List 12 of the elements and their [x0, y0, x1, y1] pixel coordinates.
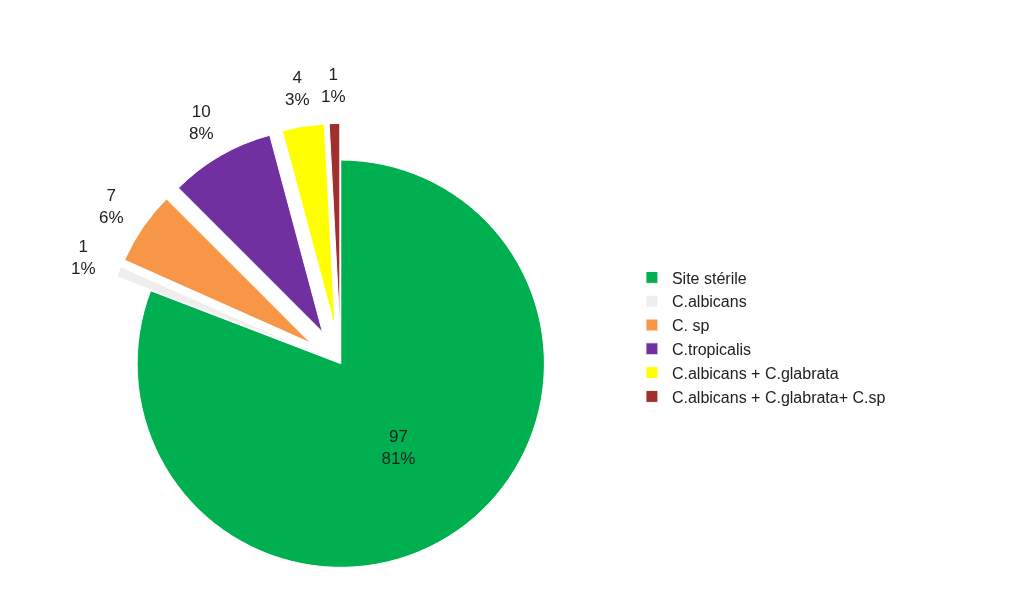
- legend-label: C.albicans + C.glabrata: [671, 364, 839, 382]
- legend-label: C.tropicalis: [671, 341, 752, 359]
- data-label: 4 3%: [285, 68, 310, 110]
- legend-label: C.albicans: [671, 293, 747, 311]
- legend-label: Site stérile: [671, 269, 747, 287]
- data-label: 1 1%: [71, 237, 96, 279]
- data-label: 10 8%: [189, 102, 214, 144]
- legend-label: C. sp: [671, 317, 710, 335]
- legend-label: C.albicans + C.glabrata+ C.sp: [671, 388, 886, 406]
- data-label: 97 81%: [381, 427, 416, 469]
- data-label: 1 1%: [321, 65, 346, 107]
- data-label: 7 6%: [99, 186, 124, 228]
